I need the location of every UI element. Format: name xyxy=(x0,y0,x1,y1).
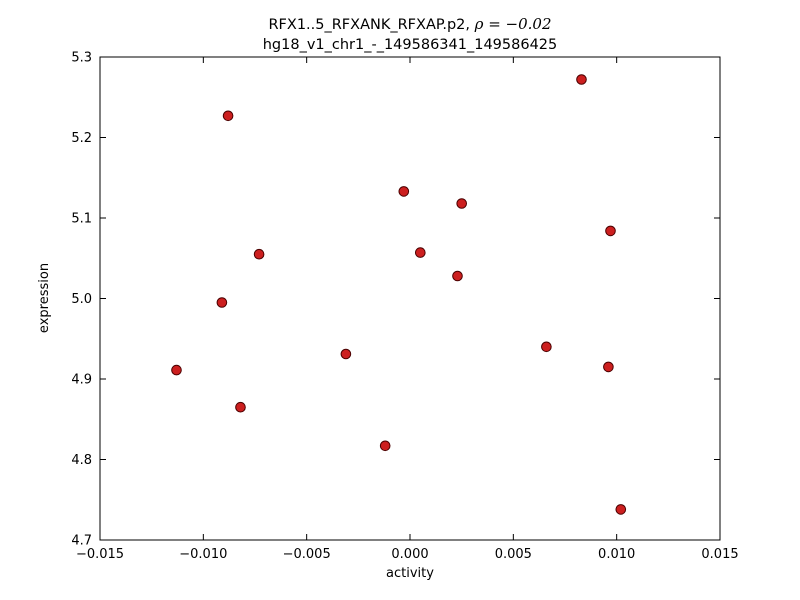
x-tick-label: 0.015 xyxy=(701,547,738,562)
x-tick-label: −0.010 xyxy=(179,547,227,562)
data-point xyxy=(452,270,463,282)
y-tick-label: 5.1 xyxy=(71,212,92,227)
x-axis-label: activity xyxy=(386,566,434,581)
data-point xyxy=(615,504,627,515)
data-point xyxy=(541,341,552,353)
y-tick-label: 4.8 xyxy=(71,453,92,468)
chart-title-line2: hg18_v1_chr1_-_149586341_149586425 xyxy=(263,37,558,53)
data-point xyxy=(398,186,410,197)
x-tick-label: 0.005 xyxy=(495,547,532,562)
y-tick-label: 5.0 xyxy=(71,292,92,307)
data-point xyxy=(235,401,246,413)
data-point xyxy=(576,74,587,85)
data-point xyxy=(605,225,616,237)
y-tick-label: 4.9 xyxy=(71,373,92,388)
y-tick-label: 4.7 xyxy=(71,534,92,549)
y-axis-label: expression xyxy=(37,263,52,333)
x-tick-label: −0.005 xyxy=(283,547,331,562)
x-tick-label: −0.015 xyxy=(76,547,124,562)
data-point xyxy=(379,440,391,452)
data-point xyxy=(253,248,265,260)
data-point xyxy=(222,110,234,122)
chart-title-rho: ρ = −0.02 xyxy=(474,15,552,33)
axis-ticks xyxy=(99,56,721,541)
data-point xyxy=(456,198,468,209)
data-point xyxy=(415,247,426,258)
data-point xyxy=(216,297,228,308)
plot-area xyxy=(99,56,721,541)
x-tick-label: 0.010 xyxy=(598,547,635,562)
data-point xyxy=(340,348,352,360)
y-tick-label: 5.3 xyxy=(71,51,92,66)
data-points xyxy=(171,74,627,515)
y-tick-label: 5.2 xyxy=(71,131,92,146)
data-point xyxy=(603,361,614,373)
data-point xyxy=(171,364,182,376)
x-tick-label: 0.000 xyxy=(391,547,428,562)
chart-title-line1: RFX1..5_RFXANK_RFXAP.p2, ρ = −0.02 xyxy=(268,15,551,33)
chart-title-text: RFX1..5_RFXANK_RFXAP.p2, xyxy=(268,17,474,33)
axis-tick-labels: −0.015 −0.010 −0.005 0.000 0.005 0.010 0.015 4.… xyxy=(71,51,738,563)
